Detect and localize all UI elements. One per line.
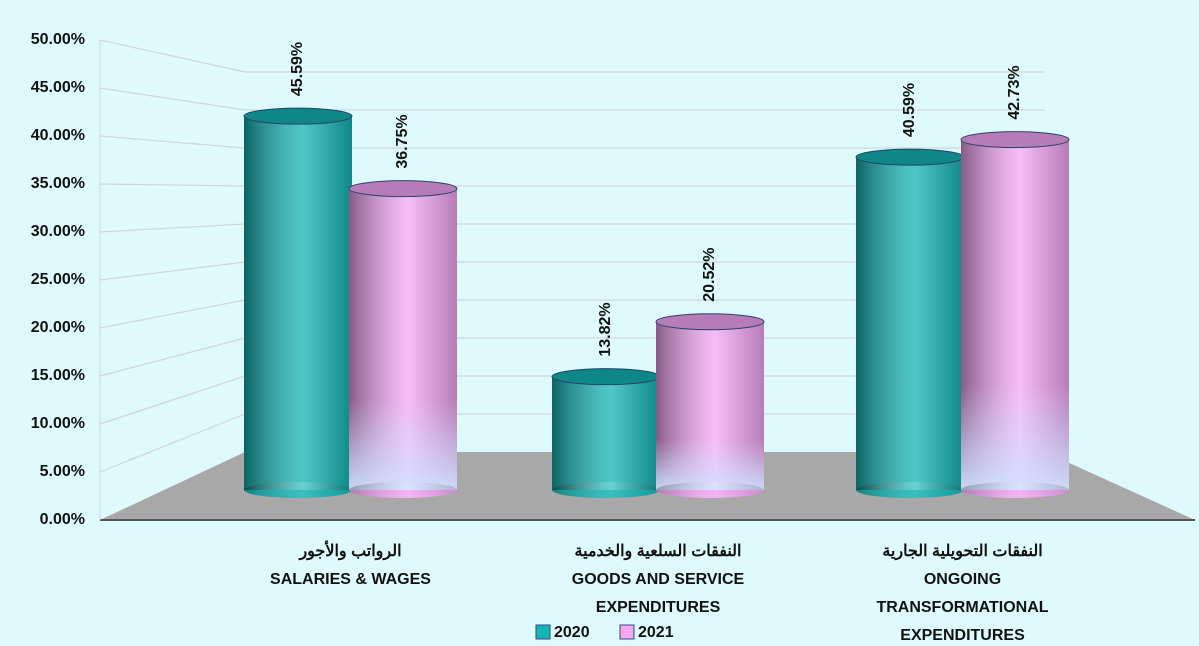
x-tick-label: EXPENDITURES [596,599,721,616]
bar-top [960,131,1070,149]
bar-base-shade [552,482,660,498]
y-tick-label: 0.00% [40,511,85,528]
y-tick-label: 15.00% [31,367,85,384]
legend-swatch [619,624,635,640]
bar-top-shade [349,180,457,197]
value-label: 42.73% [1006,65,1023,119]
grid-line [99,87,1045,111]
bar-top [348,180,458,198]
bar-base-shade [349,482,457,498]
y-tick-label: 5.00% [40,463,85,480]
value-label: 40.59% [901,83,918,137]
legend-label: 2020 [554,624,590,641]
bar-base-shade [961,482,1069,498]
legend-label: 2021 [638,624,674,641]
bar-top [655,313,765,331]
bar-top-shade [961,131,1069,148]
bar-top [243,107,353,125]
value-label: 36.75% [394,114,411,168]
bar-top-shade [244,108,352,125]
x-tick-label: الرواتب والأجور [298,540,401,561]
x-tick-label: النفقات التحويلية الجارية [882,543,1042,561]
bar-fade [656,321,764,490]
x-tick-label: EXPENDITURES [900,627,1025,644]
value-label: 13.82% [597,302,614,356]
bar-shade [244,116,352,491]
y-tick-label: 35.00% [31,175,85,192]
grid-line [99,39,1045,73]
bar-shade [856,157,964,491]
bar-base-shade [856,482,964,498]
y-tick-label: 40.00% [31,127,85,144]
x-tick-label: GOODS AND SERVICE [572,571,745,588]
x-tick-label: النفقات السلعية والخدمية [575,543,742,561]
x-tick-label: TRANSFORMATIONAL [876,599,1048,616]
value-label: 45.59% [289,42,306,96]
bar-top-shade [552,368,660,385]
y-tick-label: 20.00% [31,319,85,336]
x-tick-label: SALARIES & WAGES [270,571,431,588]
bar-base-shade [244,482,352,498]
bar-top-shade [856,149,964,166]
y-tick-label: 30.00% [31,223,85,240]
x-tick-label: ONGOING [924,571,1001,588]
legend-swatch [535,624,551,640]
bar-top-shade [656,313,764,330]
y-tick-label: 10.00% [31,415,85,432]
bar-fade [961,139,1069,490]
value-label: 20.52% [701,247,718,301]
y-tick-label: 50.00% [31,31,85,48]
y-tick-label: 25.00% [31,271,85,288]
bar-fade [349,188,457,490]
y-tick-label: 45.00% [31,79,85,96]
bar-shade [552,376,660,490]
bar-base-shade [656,482,764,498]
